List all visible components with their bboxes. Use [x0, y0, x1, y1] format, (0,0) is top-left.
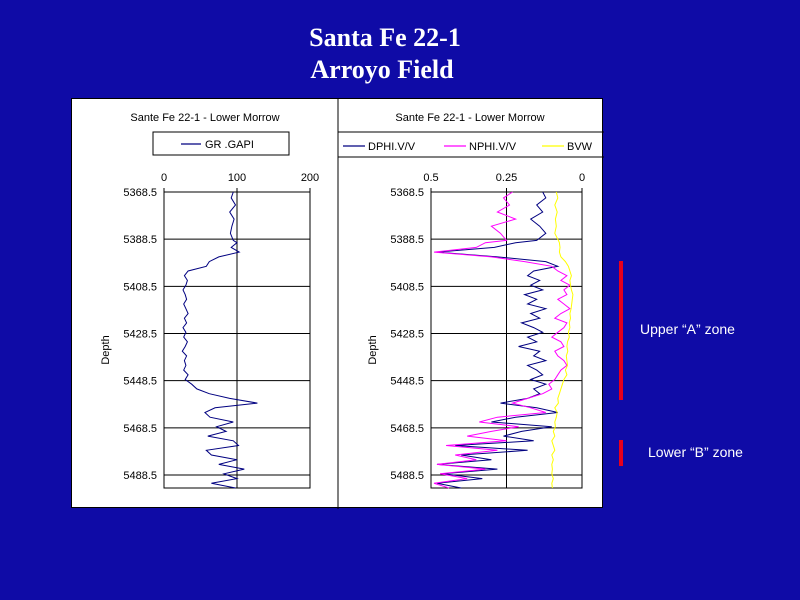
series-line-dphi-v-v [436, 191, 560, 489]
x-tick-label: 0.25 [496, 172, 517, 184]
y-tick-label: 5408.5 [390, 281, 424, 293]
y-tick-label: 5468.5 [390, 423, 424, 435]
x-tick-label: 0.5 [423, 172, 438, 184]
y-tick-label: 5428.5 [390, 329, 424, 341]
lower-zone-marker [619, 439, 623, 466]
x-tick-label: 0 [161, 172, 167, 184]
log-chart: Sante Fe 22-1 - Lower Morrow 5368.5 5388.5… [100, 99, 604, 509]
series-line-nphi-v-v [433, 191, 571, 489]
y-tick-label: 5488.5 [123, 470, 157, 482]
y-tick-label: 5448.5 [390, 376, 424, 388]
y-tick-label: 5488.5 [390, 470, 424, 482]
upper-zone-marker [619, 260, 623, 400]
x-tick-label: 0 [579, 172, 585, 184]
legend-box [152, 131, 290, 156]
title-well-name: Santa Fe 22-1 [309, 23, 461, 52]
y-axis-label: Depth [100, 335, 112, 364]
upper-zone-label: Upper “A” zone [640, 321, 735, 338]
series-line-bvw [551, 191, 574, 489]
y-tick-label: 5428.5 [123, 329, 157, 341]
chart-title: Sante Fe 22-1 - Lower Morrow [395, 112, 544, 124]
y-tick-label: 5388.5 [390, 234, 424, 246]
y-tick-label: 5448.5 [123, 376, 157, 388]
x-tick-label: 200 [301, 172, 319, 184]
legend-entry: GR .GAPI [205, 139, 254, 151]
y-tick-label: 5468.5 [123, 423, 157, 435]
legend-entry: BVW [567, 141, 593, 153]
legend-entry: DPHI.V/V [368, 141, 416, 153]
y-tick-label: 5388.5 [123, 234, 157, 246]
y-axis-label: Depth [367, 335, 379, 364]
slide-title: Santa Fe 22-1 Arroyo Field [0, 22, 800, 86]
title-field-name: Arroyo Field [310, 55, 454, 84]
chart-panel: Sante Fe 22-1 - Lower Morrow 5368.5 5388.5… [71, 98, 604, 509]
y-tick-label: 5368.5 [390, 187, 424, 199]
x-tick-label: 100 [228, 172, 246, 184]
y-tick-label: 5408.5 [123, 281, 157, 293]
series-line-gr-gapi [181, 191, 258, 489]
legend-entry: NPHI.V/V [469, 141, 517, 153]
lower-zone-label: Lower “B” zone [648, 443, 743, 460]
y-tick-label: 5368.5 [123, 187, 157, 199]
chart-title: Sante Fe 22-1 - Lower Morrow [130, 112, 279, 124]
